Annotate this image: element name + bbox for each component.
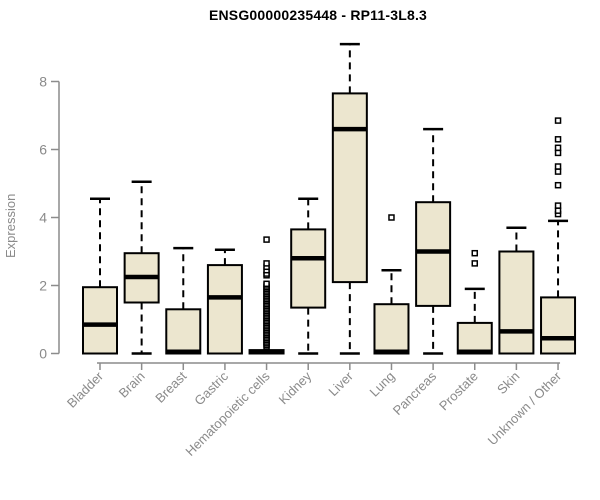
outlier-point xyxy=(554,207,562,214)
outlier-point xyxy=(554,149,562,157)
box-unknown-other xyxy=(540,117,577,355)
outlier-point xyxy=(471,249,479,257)
box-hematopoietic-cells xyxy=(248,236,285,355)
box-bladder xyxy=(82,197,118,355)
outlier-point xyxy=(263,236,270,243)
iqr-box xyxy=(331,92,368,284)
outlier-point xyxy=(554,202,562,209)
x-tick-label-kidney: Kidney xyxy=(276,368,315,407)
iqr-box xyxy=(415,201,452,307)
outlier-point xyxy=(554,163,562,170)
outlier-point xyxy=(388,214,395,221)
iqr-box xyxy=(82,286,118,355)
box-lung xyxy=(373,214,410,355)
outlier-point xyxy=(554,117,562,124)
y-axis: 0 2 4 6 8 xyxy=(39,74,60,362)
x-tick-label-unknown-other: Unknown / Other xyxy=(485,368,565,448)
outlier-point xyxy=(471,260,479,267)
outlier-point xyxy=(554,144,562,152)
x-tick-label-brain: Brain xyxy=(116,369,148,401)
iqr-box xyxy=(456,321,493,355)
box-kidney xyxy=(290,197,327,355)
x-tick-label-lung: Lung xyxy=(367,369,398,400)
box-gastric xyxy=(206,248,243,355)
outlier-point xyxy=(554,168,562,175)
y-tick-label-6: 6 xyxy=(39,142,47,158)
iqr-box xyxy=(165,308,202,355)
x-tick-label-pancreas: Pancreas xyxy=(390,368,440,418)
iqr-box xyxy=(206,264,243,355)
box-prostate xyxy=(456,249,493,355)
y-tick-label-8: 8 xyxy=(39,74,47,90)
outlier-point xyxy=(263,280,270,288)
x-tick-label-gastric: Gastric xyxy=(191,368,231,408)
iqr-box xyxy=(540,296,577,355)
outlier-point xyxy=(554,181,562,189)
box-breast xyxy=(165,246,202,355)
chart-title: ENSG00000235448 - RP11-3L8.3 xyxy=(208,7,428,23)
iqr-box xyxy=(498,250,535,355)
iqr-box xyxy=(290,228,327,309)
box-skin xyxy=(498,226,535,355)
y-tick-label-4: 4 xyxy=(39,210,47,226)
x-tick-label-bladder: Bladder xyxy=(64,368,107,411)
y-tick-label-2: 2 xyxy=(39,278,47,294)
x-tick-label-prostate: Prostate xyxy=(436,369,481,414)
iqr-box xyxy=(373,303,410,355)
y-tick-label-0: 0 xyxy=(39,346,47,362)
x-tick-label-liver: Liver xyxy=(325,368,356,399)
box-liver xyxy=(331,42,368,355)
x-tick-label-skin: Skin xyxy=(494,369,522,397)
outlier-point xyxy=(554,136,562,143)
box-brain xyxy=(123,180,160,355)
outlier-point xyxy=(263,260,270,267)
x-tick-label-breast: Breast xyxy=(152,368,189,405)
box-pancreas xyxy=(415,127,452,355)
